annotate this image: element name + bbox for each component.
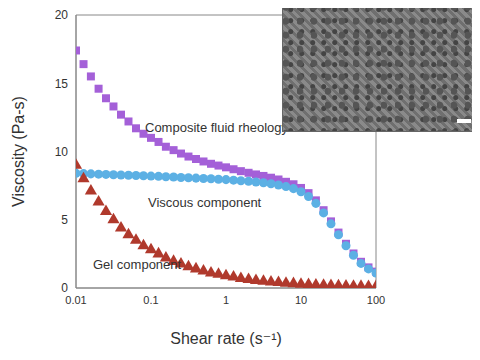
- svg-text:5: 5: [61, 213, 68, 227]
- html-text:Viscous component: Viscous component: [148, 195, 262, 210]
- svg-text:15: 15: [55, 77, 69, 91]
- svg-text:0: 0: [61, 281, 68, 295]
- html-text:Composite fluid rheology: Composite fluid rheology: [145, 120, 289, 135]
- svg-text:20: 20: [55, 8, 69, 22]
- svg-text:Shear rate (s⁻¹): Shear rate (s⁻¹): [170, 330, 282, 347]
- html-text:Gel component: Gel component: [93, 257, 182, 272]
- svg-text:0.01: 0.01: [65, 294, 86, 306]
- svg-text:Viscosity (Pa-s): Viscosity (Pa-s): [10, 96, 27, 207]
- svg-text:10: 10: [55, 145, 69, 159]
- svg-text:100: 100: [367, 294, 385, 306]
- svg-text:10: 10: [295, 294, 307, 306]
- svg-text:0.1: 0.1: [143, 294, 158, 306]
- svg-text:1: 1: [223, 294, 229, 306]
